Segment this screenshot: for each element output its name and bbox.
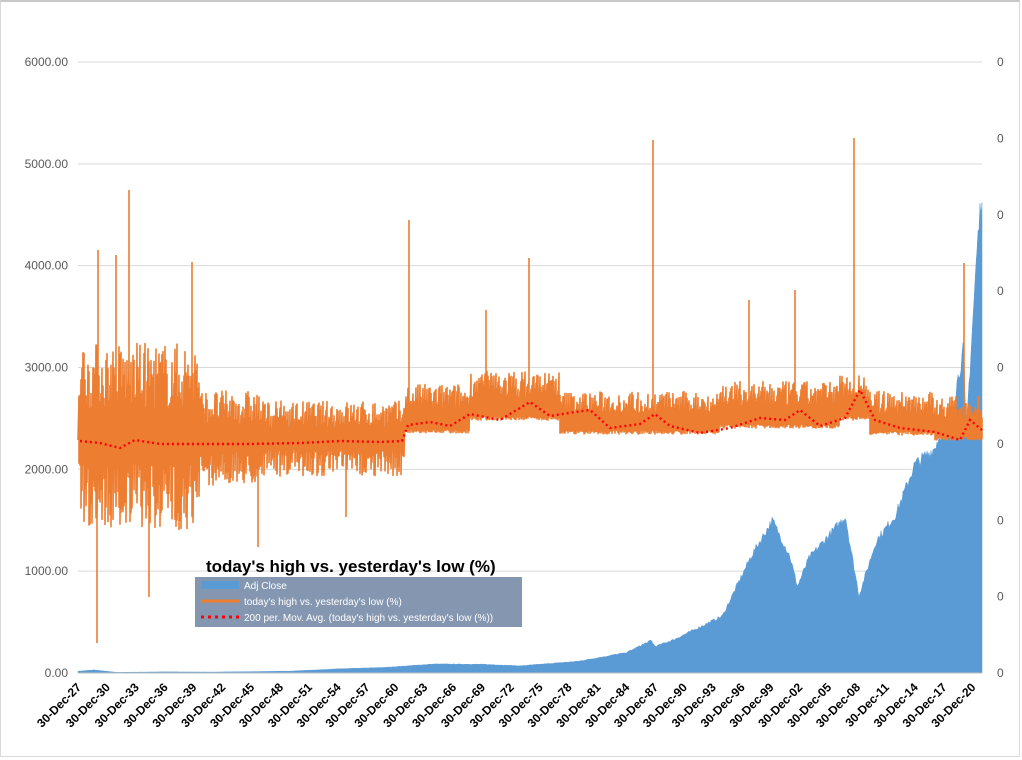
y-axis-left-labels: 0.00 1000.00 2000.00 3000.00 4000.00 5000.00 6… (25, 55, 69, 680)
y-tick-label: 1000.00 (25, 564, 69, 578)
y2-tick-label: 0 (997, 361, 1004, 375)
y2-tick-label: 0 (997, 437, 1004, 451)
y2-tick-label: 0 (997, 55, 1004, 69)
moving-average-path (79, 387, 983, 450)
daily-range-line (77, 138, 983, 643)
y-tick-label: 6000.00 (25, 55, 69, 69)
moving-average-line (79, 387, 983, 450)
adj-close-area-path (77, 202, 983, 674)
legend-label-adj-close: Adj Close (244, 581, 287, 592)
legend-box (195, 577, 522, 627)
y-tick-label: 2000.00 (25, 462, 69, 476)
y-tick-label: 3000.00 (25, 361, 69, 375)
adj-close-area (77, 202, 983, 674)
y2-tick-label: 0 (997, 208, 1004, 222)
daily-range-path (77, 138, 983, 643)
y-tick-label: 5000.00 (25, 157, 69, 171)
legend-swatch-adj-close (201, 581, 239, 589)
y2-tick-label: 0 (997, 590, 1004, 604)
y2-tick-label: 0 (997, 284, 1004, 298)
y-tick-label: 0.00 (45, 666, 69, 680)
y-axis-right-labels: 0 0 0 0 0 0 0 0 0 (997, 55, 1004, 680)
x-axis-labels: 30-Dec-2730-Dec-3030-Dec-3330-Dec-3630-D… (34, 680, 979, 730)
legend-label-range: today's high vs. yesterday's low (%) (244, 597, 402, 608)
chart-title: today's high vs. yesterday's low (%) (206, 557, 496, 576)
legend-label-moving-average: 200 per. Mov. Avg. (today's high vs. yes… (244, 613, 493, 624)
y2-tick-label: 0 (997, 131, 1004, 145)
y2-tick-label: 0 (997, 513, 1004, 527)
legend: Adj Close today's high vs. yesterday's l… (195, 577, 522, 627)
y-tick-label: 4000.00 (25, 259, 69, 273)
y2-tick-label: 0 (997, 666, 1004, 680)
